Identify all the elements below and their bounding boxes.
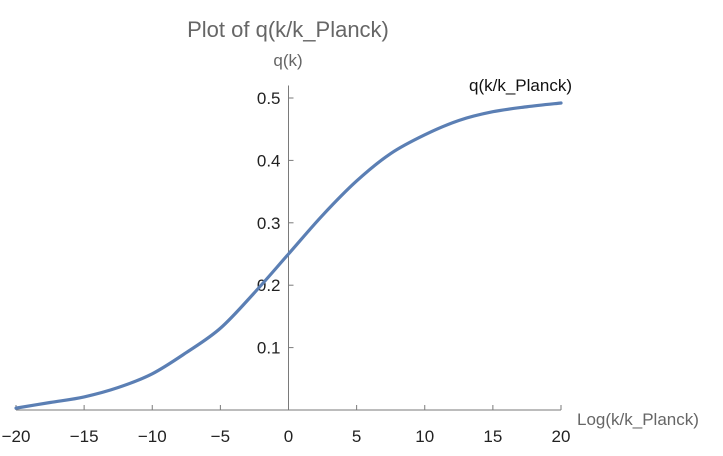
- x-tick-label: 20: [552, 427, 571, 446]
- y-ticks: 0.1 0.2 0.3 0.4 0.5: [257, 89, 294, 358]
- x-axis-label: Log(k/k_Planck): [577, 410, 699, 429]
- x-tick-label: −20: [2, 427, 31, 446]
- y-axis-label: q(k): [273, 51, 302, 70]
- x-tick-label: 0: [284, 427, 293, 446]
- y-tick-label: 0.3: [257, 214, 281, 233]
- x-tick-label: −5: [211, 427, 230, 446]
- x-tick-label: 10: [415, 427, 434, 446]
- y-tick-label: 0.4: [257, 151, 281, 170]
- x-tick-label: −15: [70, 427, 99, 446]
- y-tick-label: 0.1: [257, 339, 281, 358]
- series-label: q(k/k_Planck): [469, 76, 572, 95]
- series-line: [14, 101, 563, 410]
- chart-title: Plot of q(k/k_Planck): [187, 17, 389, 42]
- x-tick-label: 15: [483, 427, 502, 446]
- x-tick-label: 5: [352, 427, 361, 446]
- x-tick-label: −10: [138, 427, 167, 446]
- y-tick-label: 0.5: [257, 89, 281, 108]
- y-tick-label: 0.2: [257, 276, 281, 295]
- x-ticks: −20 −15 −10 −5 0 5 10 15 20: [2, 405, 571, 446]
